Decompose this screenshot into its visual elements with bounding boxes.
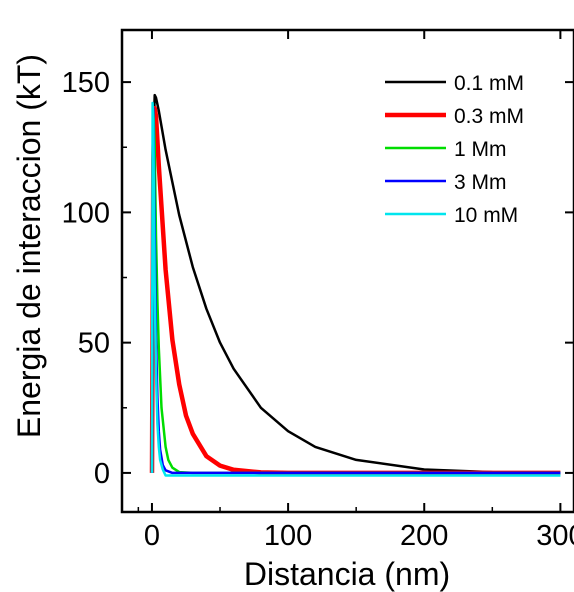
x-axis-title: Distancia (nm): [244, 556, 450, 592]
legend: 0.1 mM 0.3 mM 1 Mm 3 Mm 10 mM: [385, 72, 524, 227]
series-line-0: [150, 93, 561, 475]
x-tick-label: 0: [144, 520, 160, 552]
legend-label-2: 1 Mm: [454, 138, 507, 161]
legend-label-3: 3 Mm: [454, 171, 507, 194]
tick-layer: 0 100 200 300 0 50 100 150: [62, 30, 574, 552]
plot-frame: [120, 28, 574, 514]
y-tick-label: 150: [62, 67, 110, 99]
legend-label-4: 10 mM: [454, 204, 518, 227]
y-tick-label: 100: [62, 197, 110, 229]
legend-label-0: 0.1 mM: [454, 72, 524, 95]
x-tick-label: 100: [264, 520, 312, 552]
legend-label-1: 0.3 mM: [454, 105, 524, 128]
series-line-4: [150, 101, 561, 477]
y-tick-label: 0: [94, 458, 110, 490]
series-line-1: [149, 105, 561, 476]
series-layer: [149, 93, 561, 477]
x-tick-label: 200: [400, 520, 448, 552]
y-axis-title: Energia de interaccion (kT): [11, 54, 47, 438]
y-tick-label: 50: [78, 328, 110, 360]
x-tick-label: 300: [536, 520, 574, 552]
